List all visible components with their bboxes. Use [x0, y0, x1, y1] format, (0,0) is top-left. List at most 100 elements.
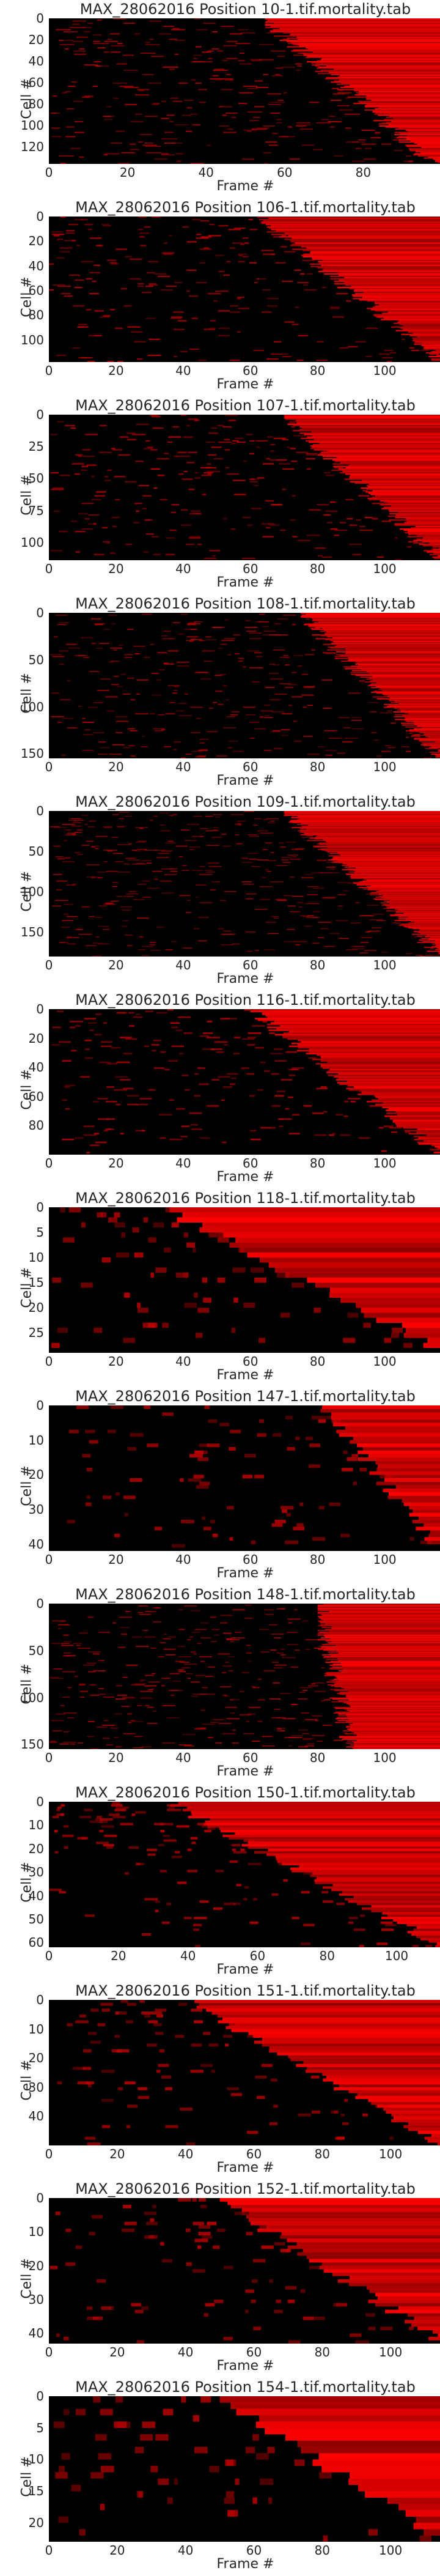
- heatmap-cell-row: [338, 279, 440, 281]
- heatmap-speckle: [125, 857, 136, 859]
- chart-title: MAX_28062016 Position 10-1.tif.mortality…: [79, 1, 411, 18]
- heatmap-cell-row: [323, 268, 440, 270]
- heatmap-cell-row: [355, 663, 440, 665]
- heatmap-speckle: [249, 722, 260, 723]
- heatmap-speckle: [103, 1697, 115, 1698]
- heatmap-speckle: [227, 40, 238, 42]
- heatmap-speckle: [81, 906, 90, 908]
- heatmap-svg: [49, 415, 440, 560]
- heatmap-speckle: [61, 1804, 65, 1807]
- heatmap-speckle: [270, 1649, 277, 1651]
- heatmap-cell-row: [410, 140, 440, 142]
- heatmap-cell-row: [411, 735, 440, 736]
- heatmap-cell-row: [385, 905, 440, 907]
- heatmap-cell-row: [390, 1118, 440, 1120]
- heatmap-speckle: [312, 149, 323, 150]
- heatmap-cell-row: [220, 1830, 440, 1833]
- y-tick-label: 50: [28, 652, 44, 667]
- heatmap-speckle: [192, 219, 200, 221]
- heatmap-speckle: [77, 326, 89, 328]
- heatmap-speckle: [312, 2110, 321, 2114]
- heatmap-cell-row: [342, 470, 440, 473]
- heatmap-speckle: [326, 862, 338, 863]
- x-tick-label: 80: [309, 1156, 326, 1171]
- heatmap-speckle: [130, 1433, 144, 1437]
- heatmap-cell-row: [334, 656, 440, 657]
- heatmap-cell-row: [344, 867, 440, 868]
- heatmap-speckle: [285, 1416, 293, 1419]
- heatmap-speckle: [193, 513, 200, 515]
- heatmap-speckle: [164, 453, 169, 454]
- heatmap-speckle: [430, 948, 435, 950]
- heatmap-speckle: [152, 1711, 157, 1712]
- heatmap-speckle: [298, 2113, 312, 2117]
- heatmap-speckle: [238, 261, 246, 262]
- heatmap-cell-row: [257, 2228, 440, 2232]
- heatmap-speckle: [244, 1886, 249, 1889]
- heatmap-speckle: [331, 469, 343, 472]
- heatmap-speckle: [131, 849, 137, 851]
- heatmap-speckle: [117, 844, 131, 845]
- heatmap-speckle: [260, 1127, 271, 1129]
- heatmap-cell-row: [317, 1632, 440, 1634]
- heatmap-cell-row: [321, 57, 440, 59]
- heatmap-cell-row: [271, 229, 440, 231]
- heatmap-cell-row: [334, 2087, 440, 2090]
- heatmap-speckle: [119, 1616, 132, 1618]
- heatmap-cell-row: [371, 100, 440, 102]
- heatmap-cell-row: [378, 890, 440, 892]
- heatmap-speckle: [87, 1720, 95, 1722]
- heatmap-speckle: [116, 1492, 120, 1496]
- heatmap-speckle: [282, 439, 288, 440]
- heatmap-cell-row: [435, 945, 440, 947]
- heatmap-cell-row: [419, 930, 440, 931]
- heatmap-cell-row: [370, 894, 440, 895]
- heatmap-speckle: [265, 922, 277, 923]
- heatmap-cell-row: [318, 621, 440, 623]
- heatmap-speckle: [77, 1742, 84, 1744]
- heatmap-cell-row: [283, 1032, 440, 1034]
- heatmap-speckle: [114, 1089, 128, 1091]
- heatmap-cell-row: [267, 1016, 440, 1018]
- heatmap-speckle: [258, 1338, 265, 1343]
- heatmap-speckle: [244, 2309, 249, 2314]
- heatmap-speckle: [195, 46, 202, 48]
- heatmap-speckle: [249, 478, 260, 480]
- heatmap-cell-row: [338, 76, 440, 78]
- heatmap-speckle: [199, 1035, 210, 1037]
- heatmap-speckle: [246, 950, 253, 952]
- heatmap-speckle: [394, 537, 398, 539]
- heatmap-speckle: [84, 31, 91, 32]
- chart-title: MAX_28062016 Position 152-1.tif.mortalit…: [75, 2180, 416, 2197]
- heatmap-speckle: [219, 1622, 228, 1624]
- heatmap-speckle: [402, 338, 405, 340]
- heatmap-speckle: [365, 2313, 375, 2317]
- heatmap-speckle: [273, 236, 280, 238]
- heatmap-speckle: [365, 147, 372, 149]
- heatmap-cell-row: [269, 2046, 440, 2050]
- heatmap-speckle: [287, 1447, 296, 1451]
- heatmap-speckle: [100, 747, 110, 749]
- heatmap-cell-row: [408, 927, 440, 929]
- heatmap-speckle: [56, 880, 68, 882]
- heatmap-cell-row: [394, 523, 440, 525]
- heatmap-cell-row: [372, 110, 440, 112]
- heatmap-speckle: [164, 746, 171, 747]
- heatmap-cell-row: [365, 105, 440, 106]
- heatmap-speckle: [221, 26, 234, 28]
- heatmap-speckle: [90, 2008, 99, 2012]
- heatmap-speckle: [314, 1682, 324, 1684]
- heatmap-speckle: [213, 457, 224, 460]
- heatmap-speckle: [156, 927, 165, 928]
- x-tick-label: 40: [177, 2147, 194, 2161]
- heatmap-speckle: [340, 1134, 351, 1136]
- heatmap-speckle: [163, 66, 178, 68]
- heatmap-speckle: [63, 1634, 69, 1636]
- heatmap-cell-row: [265, 224, 440, 226]
- heatmap-cell-row: [345, 653, 440, 654]
- heatmap-speckle: [224, 890, 237, 892]
- heatmap-speckle: [164, 1247, 171, 1253]
- heatmap-cell-row: [391, 326, 440, 328]
- heatmap-cell-row: [431, 753, 440, 755]
- heatmap-speckle: [117, 360, 123, 362]
